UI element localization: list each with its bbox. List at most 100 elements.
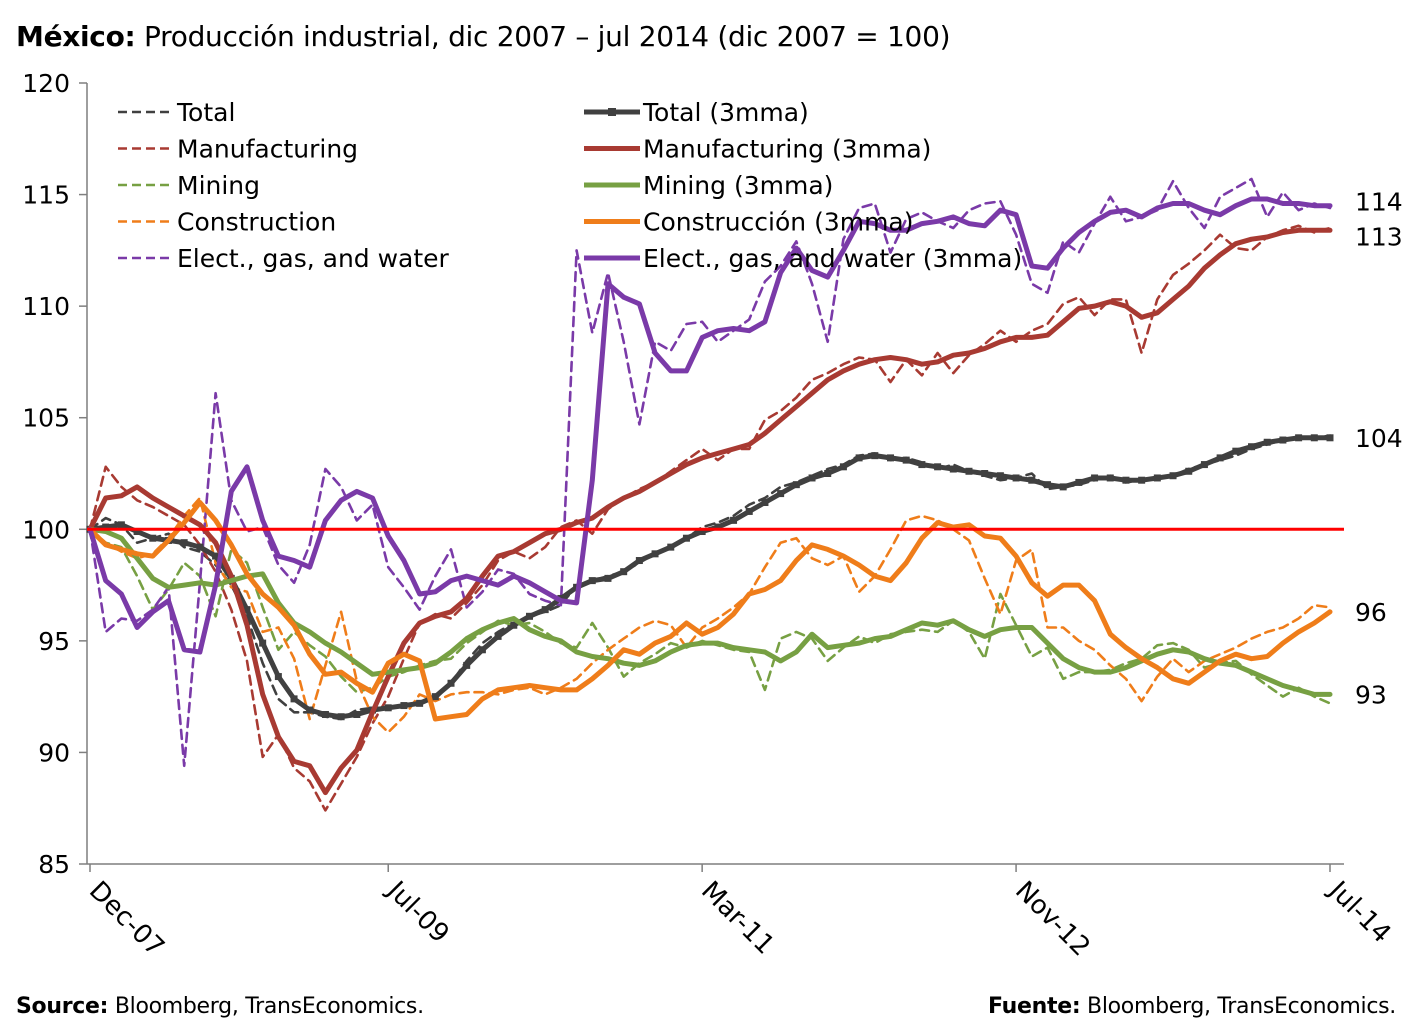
series-marker-total-3mma	[1310, 434, 1318, 442]
x-tick-label: Dec-07	[83, 876, 170, 963]
series-marker-total-3mma	[243, 606, 251, 614]
end-value-label: 104	[1355, 424, 1403, 453]
source-text: Bloomberg, TransEconomics.	[108, 994, 424, 1019]
x-tick-label: Nov-12	[1009, 876, 1096, 963]
y-tick-label: 85	[38, 850, 70, 879]
series-marker-total-3mma	[102, 523, 110, 531]
series-marker-total-3mma	[745, 507, 753, 515]
series-marker-total-3mma	[321, 710, 329, 718]
series-marker-total-3mma	[1122, 476, 1130, 484]
series-marker-total-3mma	[400, 702, 408, 710]
series-marker-total-3mma	[1028, 476, 1036, 484]
series-marker-total-3mma	[1295, 434, 1303, 442]
series-marker-total-3mma	[384, 704, 392, 712]
series-marker-total-3mma	[447, 679, 455, 687]
series-marker-total-3mma	[180, 539, 188, 547]
series-marker-total-3mma	[792, 481, 800, 489]
series-marker-total-3mma	[902, 456, 910, 464]
legend-label-total: Total	[176, 98, 235, 127]
legend-label-manufacturing: Manufacturing	[177, 135, 358, 164]
series-marker-total-3mma	[698, 528, 706, 536]
series-marker-total-3mma	[651, 550, 659, 558]
series-marker-total-3mma	[1200, 461, 1208, 469]
series-marker-total-3mma	[714, 523, 722, 531]
series-marker-total-3mma	[259, 639, 267, 647]
y-tick-label: 120	[22, 69, 70, 98]
series-marker-total-3mma	[1326, 434, 1334, 442]
series-marker-total-3mma	[839, 463, 847, 471]
series-marker-total-3mma	[306, 706, 314, 714]
series-marker-total-3mma	[1263, 438, 1271, 446]
legend-label-elect-gas-and-water-3mma: Elect., gas, and water (3mma)	[643, 244, 1022, 273]
series-marker-total-3mma	[478, 646, 486, 654]
chart-title: México: Producción industrial, dic 2007 …	[16, 20, 951, 53]
series-marker-total-3mma	[525, 612, 533, 620]
series-line-manufacturing-3mma	[87, 227, 1333, 796]
x-tick-label: Mar-11	[695, 876, 780, 961]
y-tick-label: 115	[22, 181, 70, 210]
series-marker-total-3mma	[541, 606, 549, 614]
series-marker-total-3mma	[1106, 474, 1114, 482]
series-marker-total-3mma	[494, 632, 502, 640]
series-marker-total-3mma	[1138, 476, 1146, 484]
series-line-construcci-n-3mma	[87, 500, 1333, 722]
series-marker-total-3mma	[730, 516, 738, 524]
series-marker-total-3mma	[996, 472, 1004, 480]
title-country: México:	[16, 20, 136, 53]
series-marker-total-3mma	[1012, 474, 1020, 482]
fuente-text: Bloomberg, TransEconomics.	[1080, 994, 1396, 1019]
end-value-label: 114	[1355, 188, 1403, 217]
series-line-construction	[88, 496, 1332, 734]
series-marker-total-3mma	[887, 454, 895, 462]
series-marker-total-3mma	[431, 693, 439, 701]
fuente-note: Fuente: Bloomberg, TransEconomics.	[988, 994, 1396, 1019]
series-marker-total-3mma	[337, 713, 345, 721]
series-marker-total-3mma	[965, 467, 973, 475]
series-marker-total-3mma	[761, 499, 769, 507]
series-marker-total-3mma	[667, 543, 675, 551]
series-marker-total-3mma	[117, 521, 125, 529]
series-marker-total-3mma	[871, 452, 879, 460]
legend-label-elect-gas-and-water: Elect., gas, and water	[177, 244, 450, 273]
series-marker-total-3mma	[635, 557, 643, 565]
source-note: Source: Bloomberg, TransEconomics.	[16, 994, 424, 1019]
series-marker-total-3mma	[212, 552, 220, 560]
series-marker-total-3mma	[1169, 472, 1177, 480]
y-tick-label: 110	[22, 292, 70, 321]
series-marker-total-3mma	[1216, 454, 1224, 462]
series-marker-total-3mma	[1059, 483, 1067, 491]
series-marker-total-3mma	[290, 695, 298, 703]
series-marker-total-3mma	[1043, 481, 1051, 489]
series-marker-total-3mma	[353, 710, 361, 718]
series-line-manufacturing	[88, 224, 1332, 812]
series-marker-total-3mma	[824, 470, 832, 477]
series-marker-total-3mma	[918, 461, 926, 469]
y-tick-label: 105	[22, 404, 70, 433]
series-marker-total-3mma	[682, 534, 690, 542]
legend-label-construcci-n-3mma: Construcción (3mma)	[643, 208, 914, 237]
series-marker-total-3mma	[416, 699, 424, 707]
series-marker-total-3mma	[463, 661, 471, 669]
legend-label-total-3mma: Total (3mma)	[642, 98, 809, 127]
end-value-label: 93	[1355, 680, 1387, 709]
legend-label-construction: Construction	[177, 208, 336, 237]
series-marker-total-3mma	[808, 474, 816, 482]
x-tick-label: Jul-09	[380, 874, 455, 949]
legend-label-manufacturing-3mma: Manufacturing (3mma)	[643, 135, 931, 164]
series-marker-total-3mma	[1153, 474, 1161, 482]
series-marker-total-3mma	[604, 574, 612, 582]
legend-label-mining-3mma: Mining (3mma)	[643, 171, 833, 200]
series-marker-total-3mma	[274, 673, 282, 681]
series-marker-total-3mma	[1185, 467, 1193, 475]
series-marker-total-3mma	[981, 470, 989, 477]
series-marker-total-3mma	[149, 534, 157, 542]
y-tick-label: 95	[38, 627, 70, 656]
series-marker-total-3mma	[934, 463, 942, 471]
series-marker-total-3mma	[133, 528, 141, 536]
series-marker-total-3mma	[1232, 447, 1240, 455]
series-marker-total-3mma	[1091, 474, 1099, 482]
end-value-label: 113	[1355, 222, 1403, 251]
series-marker-total-3mma	[510, 621, 518, 629]
